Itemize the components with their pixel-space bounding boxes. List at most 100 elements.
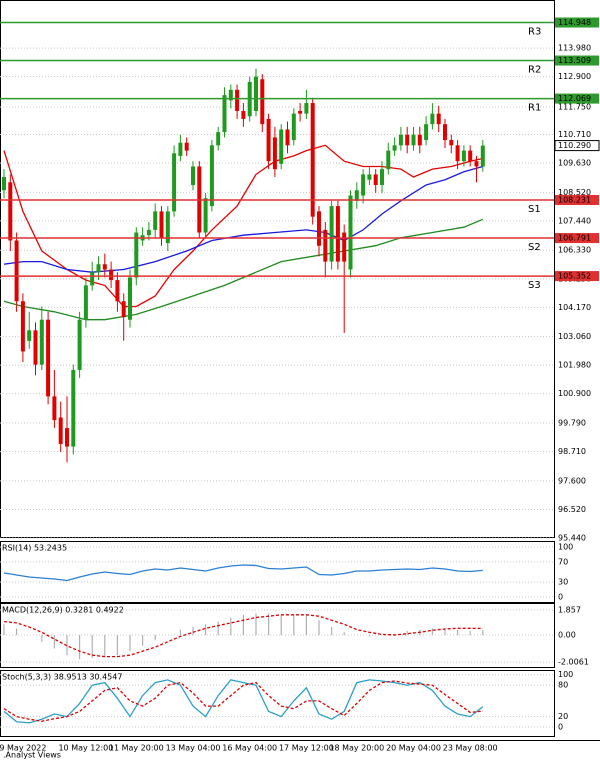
panel-frame [0, 0, 555, 538]
y-tick-label: 0 [558, 593, 563, 602]
candle-body [235, 89, 240, 111]
y-tick-label: 103.060 [558, 332, 591, 341]
histogram-bar [41, 635, 43, 642]
level-tag [555, 195, 599, 206]
histogram-bar [129, 635, 131, 652]
level-name: R2 [528, 65, 541, 76]
panel-title: Stoch(5,3,3) 38.9513 30.4547 [2, 673, 122, 682]
y-tick-label: 113.980 [558, 44, 591, 53]
candle-body [83, 285, 88, 320]
indicator-line [3, 680, 483, 722]
histogram-bar [469, 630, 471, 636]
panel-title: MACD(12,26,9) 0.3281 0.4922 [2, 606, 124, 615]
y-tick-label: 0.00 [558, 631, 576, 640]
x-tick-label: 18 May 20:00 [329, 744, 384, 753]
y-tick-label: 70 [558, 558, 568, 567]
level-tag [555, 271, 599, 282]
candle-body [102, 264, 107, 270]
panel-title: RSI(14) 53.2435 [2, 544, 67, 553]
candle-body [14, 240, 19, 302]
x-tick-label: 16 May 04:00 [222, 744, 277, 753]
level-tag [555, 17, 599, 28]
histogram-bar [268, 613, 270, 636]
histogram-bar [482, 630, 484, 636]
y-tick-label: 20 [558, 712, 568, 721]
y-tick-label: 1.857 [558, 606, 581, 615]
candle-body [380, 169, 384, 185]
histogram-bar [305, 614, 307, 636]
indicator-line [3, 564, 483, 582]
candle-body [260, 79, 265, 125]
last-price-tag [554, 140, 600, 152]
candle-body [266, 118, 271, 162]
candle-body [191, 166, 195, 185]
indicator-line [3, 614, 483, 658]
candle-body [367, 174, 372, 180]
candle-body [291, 113, 296, 141]
candle-body [216, 132, 221, 146]
panel-frame [0, 670, 555, 737]
histogram-bar [406, 630, 408, 636]
level-value: 114.948 [558, 18, 591, 27]
candle-body [373, 174, 378, 185]
indicator-line [3, 165, 483, 273]
candle-body [254, 76, 258, 111]
x-tick-label: 13 May 04:00 [166, 744, 221, 753]
y-tick-label: 95.440 [558, 534, 586, 543]
candle-body [178, 142, 183, 156]
histogram-bar [116, 635, 118, 656]
candle-body [323, 229, 328, 262]
y-tick-label: 80 [558, 681, 568, 690]
candle-body [165, 211, 170, 244]
histogram-bar [3, 624, 5, 636]
candle-body [417, 134, 422, 146]
y-tick-label: 98.710 [558, 447, 586, 456]
candle-body [436, 113, 441, 125]
candle-body [443, 124, 447, 141]
candle-body [128, 277, 132, 320]
histogram-bar [192, 626, 194, 636]
level-value: 112.069 [558, 94, 591, 103]
level-tag [555, 93, 599, 104]
y-tick-label: 108.520 [558, 188, 591, 197]
histogram-bar [205, 624, 207, 636]
candle-body [411, 134, 416, 146]
candle-body [46, 319, 51, 397]
y-tick-label: 100.900 [558, 389, 591, 398]
candle-body [342, 232, 347, 262]
candle-body [222, 95, 227, 133]
histogram-bar [230, 617, 232, 636]
candle-body [241, 110, 246, 119]
candle-body [348, 195, 353, 270]
level-name: R1 [528, 103, 541, 114]
candle-body [20, 301, 25, 352]
candle-body [52, 396, 57, 421]
candle-body [392, 145, 397, 151]
y-tick-label: 96.520 [558, 505, 586, 514]
x-tick-label: 11 May 20:00 [109, 744, 164, 753]
last-price: 110.290 [558, 141, 591, 150]
histogram-bar [343, 632, 345, 636]
histogram-bar [53, 635, 55, 649]
candle-body [203, 198, 208, 233]
histogram-bar [293, 614, 295, 636]
histogram-bar [142, 635, 144, 646]
level-name: S2 [528, 242, 541, 253]
candle-body [159, 211, 164, 238]
candle-body [298, 110, 303, 114]
candle-body [329, 206, 334, 262]
candle-body [272, 137, 277, 170]
x-tick-label: 20 May 04:00 [386, 744, 441, 753]
level-name: S1 [528, 204, 541, 215]
x-tick-label: 23 May 08:00 [443, 744, 498, 753]
candle-body [184, 142, 189, 151]
histogram-bar [318, 620, 320, 636]
candle-body [361, 174, 366, 196]
indicator-line [3, 679, 484, 724]
y-tick-label: 99.790 [558, 419, 586, 428]
histogram-bar [368, 635, 370, 637]
candle-body [354, 190, 359, 201]
candle-body [461, 150, 466, 162]
candle-body [77, 319, 82, 370]
y-tick-label: 30 [558, 578, 568, 587]
